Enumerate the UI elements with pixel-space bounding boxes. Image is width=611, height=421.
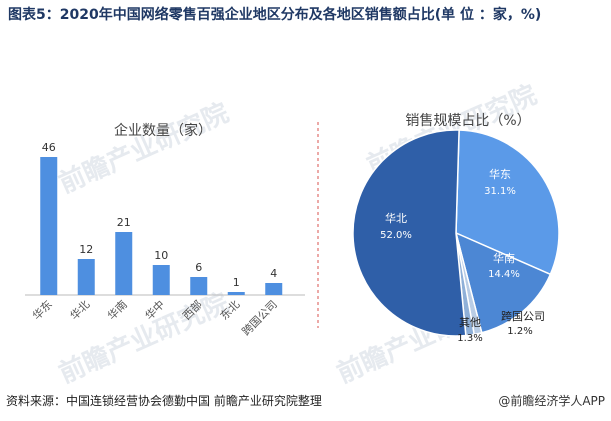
bar-东北: [227, 292, 245, 295]
x-tick-label: 华南: [104, 297, 129, 322]
source-note: 资料来源：中国连锁经营协会德勤中国 前瞻产业研究院整理: [6, 394, 322, 408]
pie-slice-华东: [455, 129, 560, 276]
bar-value-label: 1: [233, 276, 240, 289]
pie-value-label: 14.4%: [488, 269, 520, 280]
pie-label: 跨国公司: [501, 310, 545, 323]
pie-label: 华东: [489, 167, 511, 181]
pie-label: 华南: [493, 251, 515, 265]
pie-label: 其他: [459, 316, 481, 329]
pie-slice-华北: [352, 129, 467, 337]
bar-value-label: 21: [117, 216, 131, 229]
credit-note: @前瞻经济学人APP: [498, 394, 605, 408]
x-tick-label: 华东: [29, 297, 54, 322]
pie-value-label: 1.2%: [507, 326, 532, 337]
pie-value-label: 1.3%: [457, 333, 482, 344]
bar-华北: [77, 259, 95, 295]
bar-value-label: 6: [195, 261, 202, 274]
pie-chart: 销售规模占比（%） 华东 31.1% 华南 14.4% 跨国公司 1.2% 其他 1.3% 华北…: [352, 113, 560, 344]
bar-华东: [40, 157, 58, 295]
x-tick-label: 华中: [142, 297, 167, 322]
bar-value-label: 4: [270, 267, 277, 280]
pie-value-label: 52.0%: [380, 230, 412, 241]
bar-chart-title: 企业数量（家）: [114, 122, 212, 139]
bar-华南: [115, 232, 133, 295]
bar-西部: [190, 277, 208, 295]
bar-value-label: 12: [79, 243, 93, 256]
pie-chart-title: 销售规模占比（%）: [405, 113, 530, 129]
x-tick-label: 西部: [179, 297, 204, 322]
x-tick-label: 华北: [67, 297, 92, 322]
bar-value-label: 10: [154, 249, 168, 262]
bar-跨国公司: [265, 283, 283, 295]
x-tick-label: 跨国公司: [240, 298, 280, 338]
pie-label: 华北: [385, 211, 407, 225]
pie-value-label: 31.1%: [484, 186, 516, 197]
x-tick-label: 东北: [218, 298, 243, 323]
pie-slice-华南: [454, 231, 552, 334]
bar-华中: [152, 265, 170, 295]
bar-chart: 企业数量（家） 46 华东 12 华北 21 华南 10 华中 6 西部 1 东北 4 跨国公司: [25, 122, 305, 338]
chart-title: 图表5：2020年中国网络零售百强企业地区分布及各地区销售额占比(单 位 ：家，…: [8, 7, 542, 23]
bar-value-label: 46: [42, 141, 56, 154]
